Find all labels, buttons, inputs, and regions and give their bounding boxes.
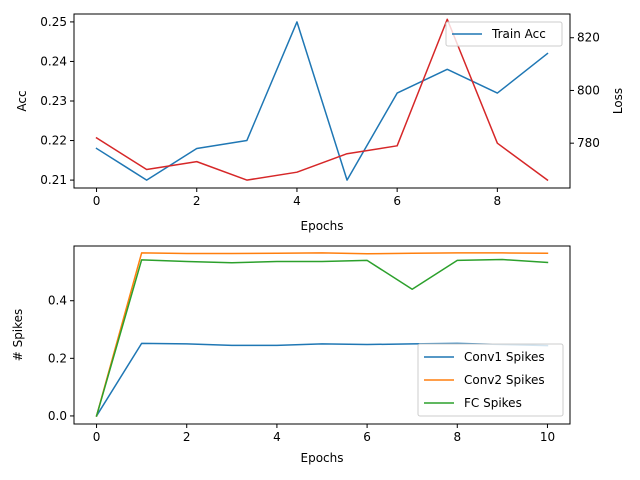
x-tick-label: 6 bbox=[363, 430, 371, 444]
accuracy-loss-chart: 0 2 4 6 8 0.21 0.22 0.23 0.24 0.25 780 800 820 Epo… bbox=[15, 13, 625, 233]
x-axis-label: Epochs bbox=[301, 219, 344, 233]
y-right-tick: 780 bbox=[570, 136, 600, 150]
x-tick-label: 0 bbox=[93, 194, 101, 208]
y-tick-label: 0.21 bbox=[40, 173, 67, 187]
y-axis-right-ticks: 780 800 820 bbox=[570, 31, 600, 150]
x-tick-label: 2 bbox=[183, 430, 191, 444]
y-tick-label: 0.22 bbox=[40, 134, 67, 148]
y-tick: 0.22 bbox=[40, 134, 74, 148]
x-tick: 0 bbox=[93, 424, 101, 444]
y-tick: 0.21 bbox=[40, 173, 74, 187]
y-tick-label: 0.24 bbox=[40, 54, 67, 68]
legend: Conv1 Spikes Conv2 Spikes FC Spikes bbox=[417, 343, 564, 417]
spikes-chart: 0 2 4 6 8 10 0.0 0.2 0.4 Epochs # Spikes Conv1 … bbox=[11, 245, 571, 465]
x-tick-label: 8 bbox=[453, 430, 461, 444]
y-tick-label: 0.4 bbox=[48, 294, 67, 308]
chart-frame bbox=[73, 245, 571, 425]
x-tick-label: 0 bbox=[93, 430, 101, 444]
x-tick-label: 10 bbox=[540, 430, 555, 444]
legend-label-conv2: Conv2 Spikes bbox=[464, 373, 545, 387]
x-tick: 4 bbox=[273, 424, 281, 444]
y-axis-label: Acc bbox=[15, 90, 29, 111]
legend-box bbox=[445, 21, 563, 47]
y-right-tick-label: 780 bbox=[577, 136, 600, 150]
x-tick: 8 bbox=[494, 188, 502, 208]
x-axis-ticks: 0 2 4 6 8 bbox=[93, 188, 501, 208]
series-line-series-1 bbox=[95, 18, 549, 182]
x-tick-label: 2 bbox=[193, 194, 201, 208]
y-tick: 0.0 bbox=[48, 409, 74, 423]
x-tick: 6 bbox=[363, 424, 371, 444]
y-tick: 0.25 bbox=[40, 15, 74, 29]
series-line-conv2-spikes bbox=[95, 252, 549, 417]
x-tick: 4 bbox=[293, 188, 301, 208]
legend: Train Acc bbox=[445, 21, 563, 47]
x-tick: 8 bbox=[453, 424, 461, 444]
y-right-tick-label: 800 bbox=[577, 83, 600, 97]
legend-label-conv1: Conv1 Spikes bbox=[464, 350, 545, 364]
y-tick-label: 0.2 bbox=[48, 351, 67, 365]
x-tick-label: 4 bbox=[273, 430, 281, 444]
y-tick: 0.23 bbox=[40, 94, 74, 108]
x-tick: 0 bbox=[93, 188, 101, 208]
x-axis-label: Epochs bbox=[301, 451, 344, 465]
x-axis-ticks: 0 2 4 6 8 10 bbox=[93, 424, 555, 444]
series-lines bbox=[95, 18, 549, 182]
x-tick-label: 6 bbox=[393, 194, 401, 208]
y-axis-label: # Spikes bbox=[11, 309, 25, 362]
y-axis-ticks: 0.21 0.22 0.23 0.24 0.25 bbox=[40, 15, 74, 187]
x-tick: 6 bbox=[393, 188, 401, 208]
y-tick: 0.24 bbox=[40, 54, 74, 68]
y-right-tick: 820 bbox=[570, 31, 600, 45]
y-tick-label: 0.23 bbox=[40, 94, 67, 108]
y-tick-label: 0.25 bbox=[40, 15, 67, 29]
x-tick-label: 4 bbox=[293, 194, 301, 208]
y-right-tick-label: 820 bbox=[577, 31, 600, 45]
x-tick-label: 8 bbox=[494, 194, 502, 208]
y-tick: 0.2 bbox=[48, 351, 74, 365]
y-tick-label: 0.0 bbox=[48, 409, 67, 423]
x-tick: 2 bbox=[183, 424, 191, 444]
y-tick: 0.4 bbox=[48, 294, 74, 308]
y-axis-ticks: 0.0 0.2 0.4 bbox=[48, 294, 74, 423]
legend-label-fc: FC Spikes bbox=[464, 396, 522, 410]
legend-label-train-acc: Train Acc bbox=[491, 27, 546, 41]
legend-box bbox=[417, 343, 564, 417]
x-tick: 10 bbox=[540, 424, 555, 444]
x-tick: 2 bbox=[193, 188, 201, 208]
series-line-fc-spikes bbox=[95, 258, 549, 417]
y-right-tick: 800 bbox=[570, 83, 600, 97]
y-axis-right-label: Loss bbox=[611, 88, 625, 114]
